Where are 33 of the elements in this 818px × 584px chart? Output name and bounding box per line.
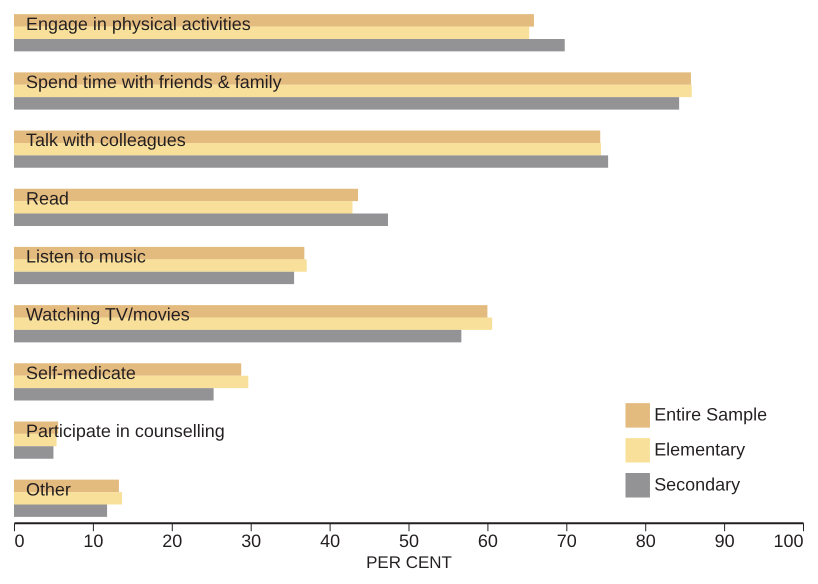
x-tick-label: 30 [241, 531, 262, 552]
bar [14, 446, 54, 459]
y-tick-label: Participate in counselling [26, 421, 225, 442]
x-tick-label: 20 [162, 531, 182, 552]
x-tick-label: 0 [14, 531, 24, 552]
y-tick-label: Self-medicate [26, 362, 136, 383]
x-tick-label: 70 [556, 531, 577, 552]
bar [14, 504, 108, 517]
bar [14, 330, 462, 342]
legend-label: Entire Sample [654, 404, 768, 424]
legend-label: Secondary [654, 474, 740, 494]
y-tick-label: Engage in physical activities [26, 14, 251, 34]
x-tick-label: 40 [320, 531, 340, 552]
bar [14, 214, 388, 226]
x-tick-label: 50 [399, 531, 419, 552]
y-tick-label: Spend time with friends & family [26, 72, 282, 92]
y-tick-label: Read [26, 188, 69, 208]
x-tick-label: 100 [774, 531, 804, 552]
bar [14, 97, 680, 110]
bar [14, 272, 294, 284]
x-axis-title: PER CENT [366, 553, 452, 572]
y-tick-label: Listen to music [26, 246, 146, 267]
x-tick-label: 80 [636, 531, 656, 552]
x-tick-label: 10 [83, 531, 104, 552]
bar [14, 388, 214, 401]
y-tick-label: Talk with colleagues [26, 130, 186, 150]
x-tick-label: 90 [714, 531, 735, 552]
y-tick-label: Other [26, 479, 71, 500]
bar [14, 155, 608, 168]
bar [14, 38, 565, 52]
y-tick-label: Watching TV/movies [26, 304, 190, 325]
x-tick-label: 60 [478, 531, 498, 552]
legend-label: Elementary [654, 439, 746, 460]
